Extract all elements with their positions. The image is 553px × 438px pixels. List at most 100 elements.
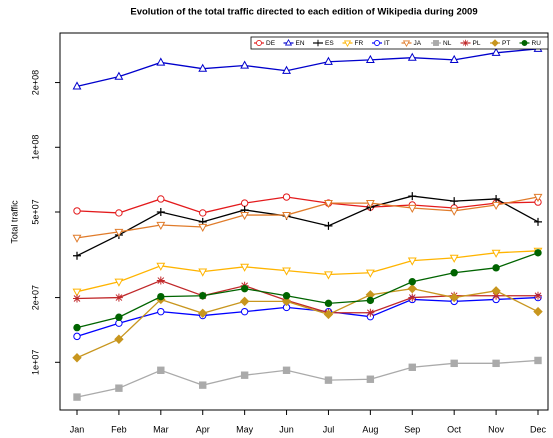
- series-line: [76, 195, 539, 257]
- marker: [282, 366, 291, 374]
- x-tick-label: Jan: [70, 424, 85, 434]
- marker: [114, 278, 124, 287]
- x-tick-label: Oct: [447, 424, 462, 434]
- marker: [324, 221, 333, 230]
- marker: [198, 268, 208, 277]
- marker: [156, 221, 166, 231]
- marker: [534, 356, 542, 365]
- legend-label: PT: [502, 40, 510, 47]
- marker: [492, 359, 500, 368]
- marker: [157, 307, 165, 316]
- marker: [157, 292, 165, 301]
- marker: [491, 249, 501, 258]
- legend-label: RU: [532, 40, 542, 47]
- marker: [366, 296, 375, 305]
- marker: [281, 296, 292, 307]
- marker: [114, 228, 124, 237]
- marker: [73, 294, 81, 303]
- marker: [492, 194, 501, 203]
- marker: [156, 208, 165, 217]
- marker: [72, 81, 82, 90]
- legend-marker: [374, 40, 380, 46]
- series-line: [76, 196, 539, 239]
- x-tick-label: May: [236, 424, 254, 434]
- marker: [72, 353, 82, 363]
- marker: [240, 211, 250, 221]
- marker: [72, 234, 82, 243]
- marker: [156, 57, 166, 66]
- marker: [450, 359, 458, 368]
- marker: [73, 393, 81, 401]
- marker: [156, 276, 165, 285]
- y-tick-label: 5e+07: [30, 199, 40, 224]
- marker: [240, 60, 250, 69]
- marker: [534, 217, 542, 226]
- marker: [491, 201, 501, 211]
- y-tick-label: 2e+07: [30, 285, 40, 310]
- x-tick-label: Mar: [153, 424, 169, 434]
- marker: [407, 283, 417, 294]
- marker: [198, 63, 208, 72]
- marker: [282, 211, 291, 221]
- marker: [114, 293, 123, 302]
- legend-label: FR: [355, 40, 364, 47]
- chart-title: Evolution of the total traffic directed …: [130, 7, 477, 18]
- series-line: [76, 252, 539, 329]
- legend-label: ES: [325, 40, 334, 47]
- legend-marker: [402, 40, 411, 48]
- legend-label: IT: [384, 40, 390, 47]
- marker: [324, 376, 333, 384]
- x-tick-label: Sep: [404, 424, 420, 434]
- legend-marker: [491, 39, 499, 47]
- x-tick-label: Aug: [362, 424, 378, 434]
- y-tick-label: 1e+08: [30, 135, 40, 160]
- marker: [156, 262, 166, 271]
- x-tick-label: Apr: [196, 424, 210, 434]
- marker: [365, 54, 375, 63]
- marker: [407, 204, 417, 214]
- marker: [324, 271, 333, 280]
- marker: [199, 381, 207, 389]
- legend-marker: [521, 40, 528, 46]
- marker: [449, 54, 459, 63]
- legend-label: DE: [266, 40, 276, 47]
- marker: [282, 267, 291, 276]
- marker: [157, 195, 165, 203]
- legend-marker: [433, 40, 439, 46]
- legend-marker: [343, 40, 352, 48]
- marker: [449, 207, 459, 216]
- marker: [198, 308, 208, 319]
- marker: [534, 291, 542, 300]
- legend-label: JA: [414, 40, 422, 47]
- marker: [282, 292, 291, 300]
- x-tick-label: Nov: [488, 424, 505, 434]
- marker: [492, 264, 500, 272]
- marker: [282, 65, 291, 74]
- marker: [282, 193, 291, 201]
- marker: [366, 308, 375, 317]
- marker: [114, 71, 124, 80]
- marker: [408, 192, 417, 201]
- marker: [115, 384, 123, 392]
- legend-marker: [314, 39, 322, 47]
- series-line: [76, 48, 539, 87]
- marker: [240, 199, 249, 207]
- series-line: [76, 279, 538, 314]
- marker: [240, 371, 249, 379]
- marker: [408, 278, 416, 286]
- marker: [365, 269, 375, 278]
- legend-marker: [256, 40, 262, 46]
- series-line: [76, 359, 539, 398]
- marker: [408, 293, 417, 302]
- marker: [72, 288, 82, 297]
- marker: [491, 47, 501, 56]
- marker: [73, 332, 81, 341]
- series-line: [76, 250, 539, 293]
- marker: [157, 366, 165, 374]
- series-line: [76, 196, 539, 214]
- marker: [199, 292, 207, 300]
- marker: [407, 52, 417, 61]
- marker: [114, 334, 124, 344]
- series-line: [76, 296, 539, 337]
- series-line: [76, 288, 539, 359]
